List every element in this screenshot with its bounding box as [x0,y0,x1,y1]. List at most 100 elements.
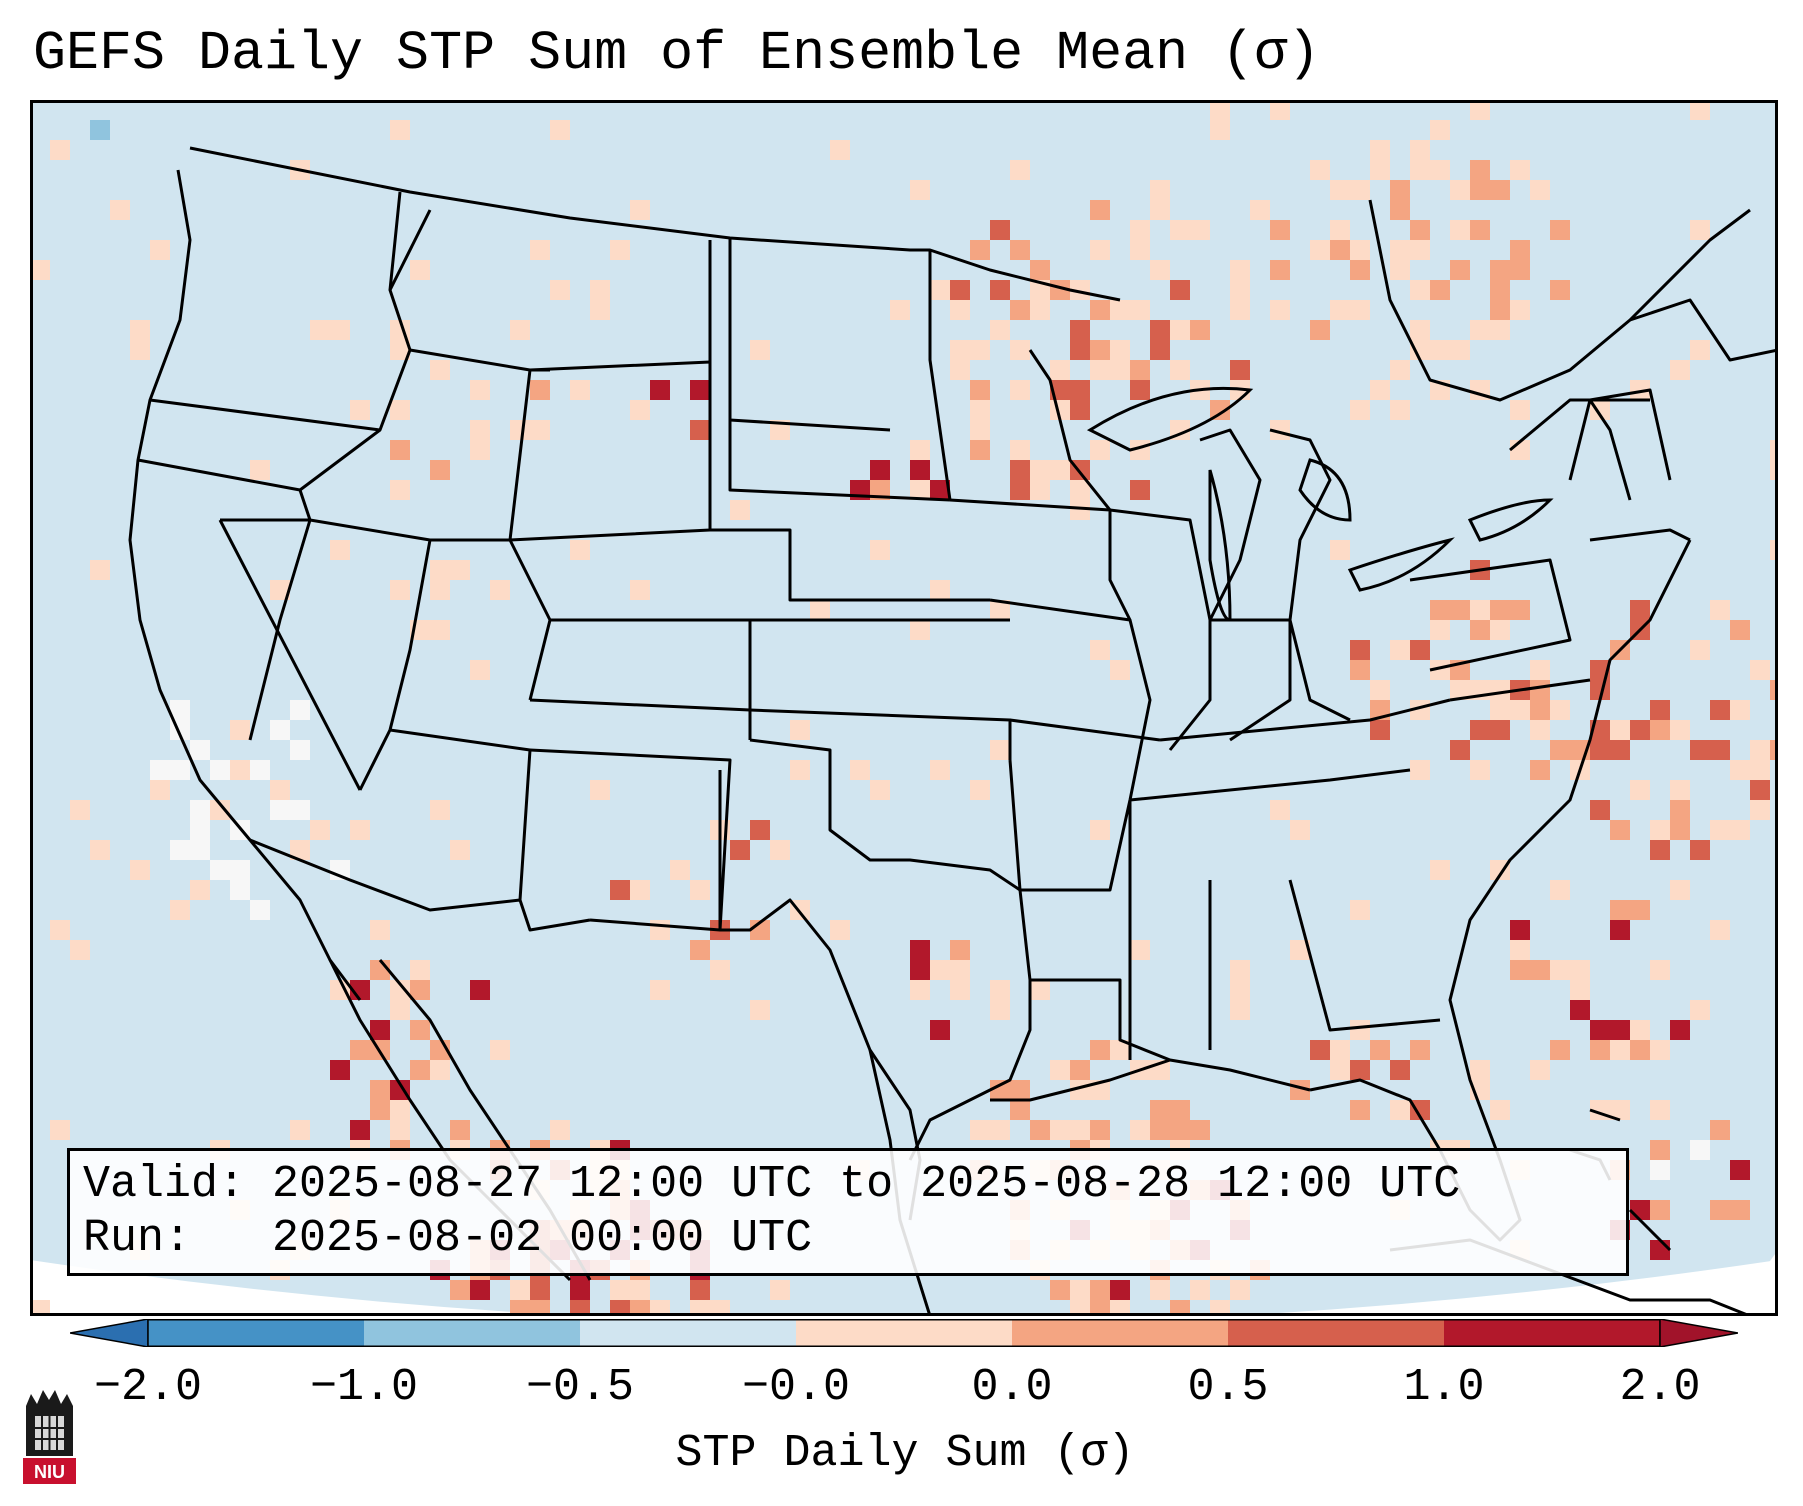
anomaly-cell [1150,180,1170,200]
anomaly-cell [1510,300,1530,320]
anomaly-cell [1070,340,1090,360]
anomaly-cell [1670,820,1690,840]
anomaly-cell [390,440,410,460]
anomaly-cell [1130,240,1150,260]
anomaly-cell [1350,240,1370,260]
anomaly-cell [950,360,970,380]
anomaly-cell [470,980,490,1000]
anomaly-cell [590,780,610,800]
anomaly-cell [1090,300,1110,320]
anomaly-cell [1490,300,1510,320]
anomaly-cell [1070,500,1090,520]
anomaly-cell [970,400,990,420]
anomaly-cell [1170,1100,1190,1120]
anomaly-cell [1710,600,1730,620]
anomaly-cell [1150,1120,1170,1140]
anomaly-cell [1630,600,1650,620]
anomaly-cell [1490,260,1510,280]
anomaly-cell [690,420,710,440]
anomaly-cell [450,1280,470,1300]
anomaly-cell [1270,300,1290,320]
anomaly-cell [430,800,450,820]
anomaly-cell [170,840,190,860]
anomaly-cell [710,1300,730,1316]
anomaly-cell [1130,220,1150,240]
anomaly-cell [1630,780,1650,800]
anomaly-cell [1430,600,1450,620]
anomaly-cell [30,260,50,280]
great-lakes [1086,386,1554,622]
anomaly-cell [1170,320,1190,340]
anomaly-cell [1110,1040,1130,1060]
anomaly-cell [1650,1100,1670,1120]
anomaly-cell [1350,260,1370,280]
colorbar-tick-label: 2.0 [1619,1362,1701,1413]
anomaly-cells [30,100,1778,1316]
anomaly-cell [1010,440,1030,460]
anomaly-cell [450,560,470,580]
anomaly-cell [1670,360,1690,380]
anomaly-cell [1330,220,1350,240]
anomaly-cell [290,840,310,860]
anomaly-cell [550,120,570,140]
anomaly-cell [130,340,150,360]
anomaly-cell [1690,220,1710,240]
anomaly-cell [1130,480,1150,500]
anomaly-cell [670,860,690,880]
anomaly-cell [90,120,110,140]
anomaly-cell [1090,1120,1110,1140]
anomaly-cell [1750,760,1770,780]
anomaly-cell [1350,1020,1370,1040]
anomaly-cell [1370,140,1390,160]
anomaly-cell [650,1300,670,1316]
anomaly-cell [770,840,790,860]
anomaly-cell [830,920,850,940]
anomaly-cell [550,280,570,300]
anomaly-cell [1170,1120,1190,1140]
anomaly-cell [190,880,210,900]
anomaly-cell [350,820,370,840]
anomaly-cell [1770,740,1778,760]
anomaly-cell [650,920,670,940]
anomaly-cell [770,420,790,440]
anomaly-cell [930,760,950,780]
anomaly-cell [1650,700,1670,720]
anomaly-cell [950,960,970,980]
anomaly-cell [230,880,250,900]
niu-logo: NIU [23,1390,76,1484]
anomaly-cell [1690,740,1710,760]
anomaly-cell [1470,760,1490,780]
anomaly-cell [690,880,710,900]
anomaly-cell [1330,540,1350,560]
anomaly-cell [590,300,610,320]
anomaly-cell [1450,340,1470,360]
anomaly-cell [410,960,430,980]
anomaly-cell [1550,880,1570,900]
anomaly-cell [1190,320,1210,340]
anomaly-cell [1470,1060,1490,1080]
anomaly-cell [530,1280,550,1300]
anomaly-cell [390,120,410,140]
anomaly-cell [1210,100,1230,120]
anomaly-cell [270,800,290,820]
anomaly-cell [930,960,950,980]
anomaly-cell [1530,680,1550,700]
anomaly-cell [1730,620,1750,640]
anomaly-cell [70,940,90,960]
anomaly-cell [190,840,210,860]
anomaly-cell [390,340,410,360]
anomaly-cell [510,320,530,340]
anomaly-cell [1330,180,1350,200]
anomaly-cell [610,240,630,260]
map-title: GEFS Daily STP Sum of Ensemble Mean (σ) [33,22,1321,85]
anomaly-cell [1350,400,1370,420]
colorbar-tick-label: −0.0 [741,1362,851,1413]
anomaly-cell [1650,1200,1670,1220]
anomaly-cell [1310,320,1330,340]
anomaly-cell [1570,980,1590,1000]
anomaly-cell [1210,120,1230,140]
colorbar-segment [796,1319,1013,1347]
colorbar-tick-label: 0.5 [1187,1362,1269,1413]
anomaly-cell [1130,1120,1150,1140]
anomaly-cell [1690,1140,1710,1160]
